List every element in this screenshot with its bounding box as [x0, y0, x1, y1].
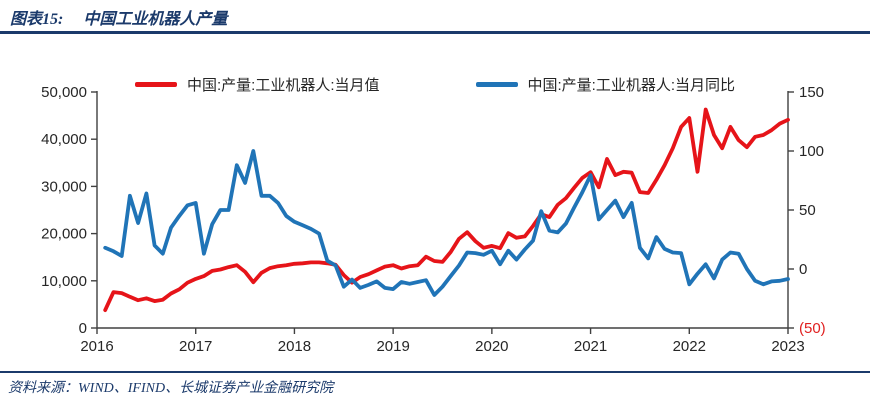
- header-divider: [0, 31, 870, 34]
- left-axis-tick-label: 20,000: [41, 226, 87, 243]
- x-axis-tick-label: 2021: [574, 338, 607, 355]
- right-axis-tick-label: 150: [799, 84, 824, 101]
- left-axis-tick-label: 40,000: [41, 131, 87, 148]
- left-axis-tick-label: 50,000: [41, 84, 87, 101]
- figure-title-text: 中国工业机器人产量: [83, 11, 228, 28]
- right-axis-tick-label: (50): [799, 320, 826, 337]
- x-axis-tick-label: 2018: [278, 338, 311, 355]
- x-axis-tick-label: 2020: [475, 338, 508, 355]
- series-line-yoy: [103, 149, 790, 297]
- legend-swatch-production: [134, 82, 177, 87]
- legend-label-production: 中国:产量:工业机器人:当月值: [186, 77, 380, 94]
- left-axis-tick-label: 30,000: [41, 178, 87, 195]
- right-axis-tick-label: 0: [799, 261, 807, 278]
- legend-label-yoy: 中国:产量:工业机器人:当月同比: [527, 77, 736, 94]
- left-axis-tick-label: 10,000: [41, 273, 87, 290]
- chart-legend: 中国:产量:工业机器人:当月值 中国:产量:工业机器人:当月同比: [0, 74, 870, 95]
- x-axis-tick-label: 2023: [771, 338, 804, 355]
- right-axis-tick-label: 50: [799, 202, 816, 219]
- legend-item-yoy: 中国:产量:工业机器人:当月同比: [475, 74, 736, 95]
- left-axis-tick-label: 0: [79, 320, 87, 337]
- chart-axes: [91, 91, 794, 334]
- legend-swatch-yoy: [475, 82, 518, 87]
- x-axis-tick-label: 2022: [673, 338, 706, 355]
- source-text: 资料来源：WIND、IFIND、长城证券产业金融研究院: [8, 381, 334, 396]
- series-line-production: [103, 107, 790, 313]
- footer-divider: [0, 371, 870, 373]
- x-axis-tick-label: 2016: [80, 338, 113, 355]
- legend-item-production: 中国:产量:工业机器人:当月值: [134, 74, 380, 95]
- x-axis-tick-label: 2017: [179, 338, 212, 355]
- axis-tick-labels: 0 10,000 20,000 30,000 40,000 50,000 (50) 0 50 10…: [41, 84, 826, 355]
- figure-title: 图表15: 中国工业机器人产量: [10, 5, 227, 29]
- figure-number-label: 图表15:: [10, 11, 64, 28]
- x-axis-tick-label: 2019: [376, 338, 409, 355]
- right-axis-tick-label: 100: [799, 143, 824, 160]
